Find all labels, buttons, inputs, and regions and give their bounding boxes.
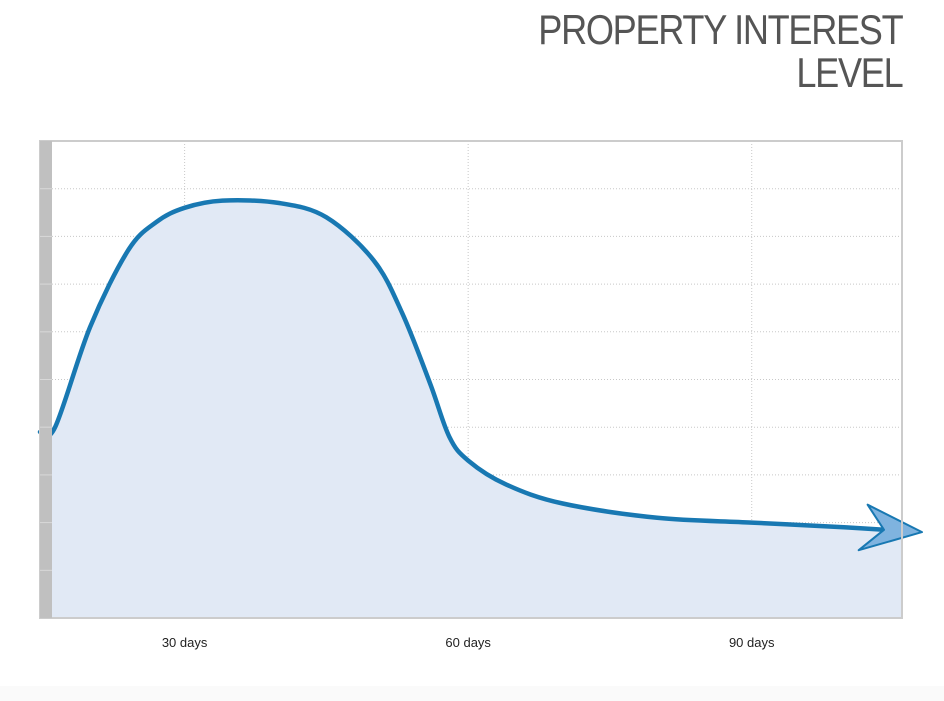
bottom-band <box>0 686 944 701</box>
x-tick-label: 60 days <box>445 635 491 650</box>
tick-layer: 30 days 60 days 90 days <box>162 635 775 650</box>
x-tick-label: 90 days <box>729 635 775 650</box>
frame-layer <box>39 140 903 619</box>
interest-line <box>37 197 887 533</box>
chart-title-line-2: LEVEL <box>795 49 903 96</box>
chart-title-line-1: PROPERTY INTEREST <box>537 6 903 53</box>
interest-area <box>40 200 902 618</box>
arrowhead <box>857 503 923 552</box>
area-layer <box>40 200 902 618</box>
x-tick-label: 30 days <box>162 635 208 650</box>
chart-title: PROPERTY INTEREST LEVEL <box>537 6 903 96</box>
line-layer <box>37 197 923 552</box>
